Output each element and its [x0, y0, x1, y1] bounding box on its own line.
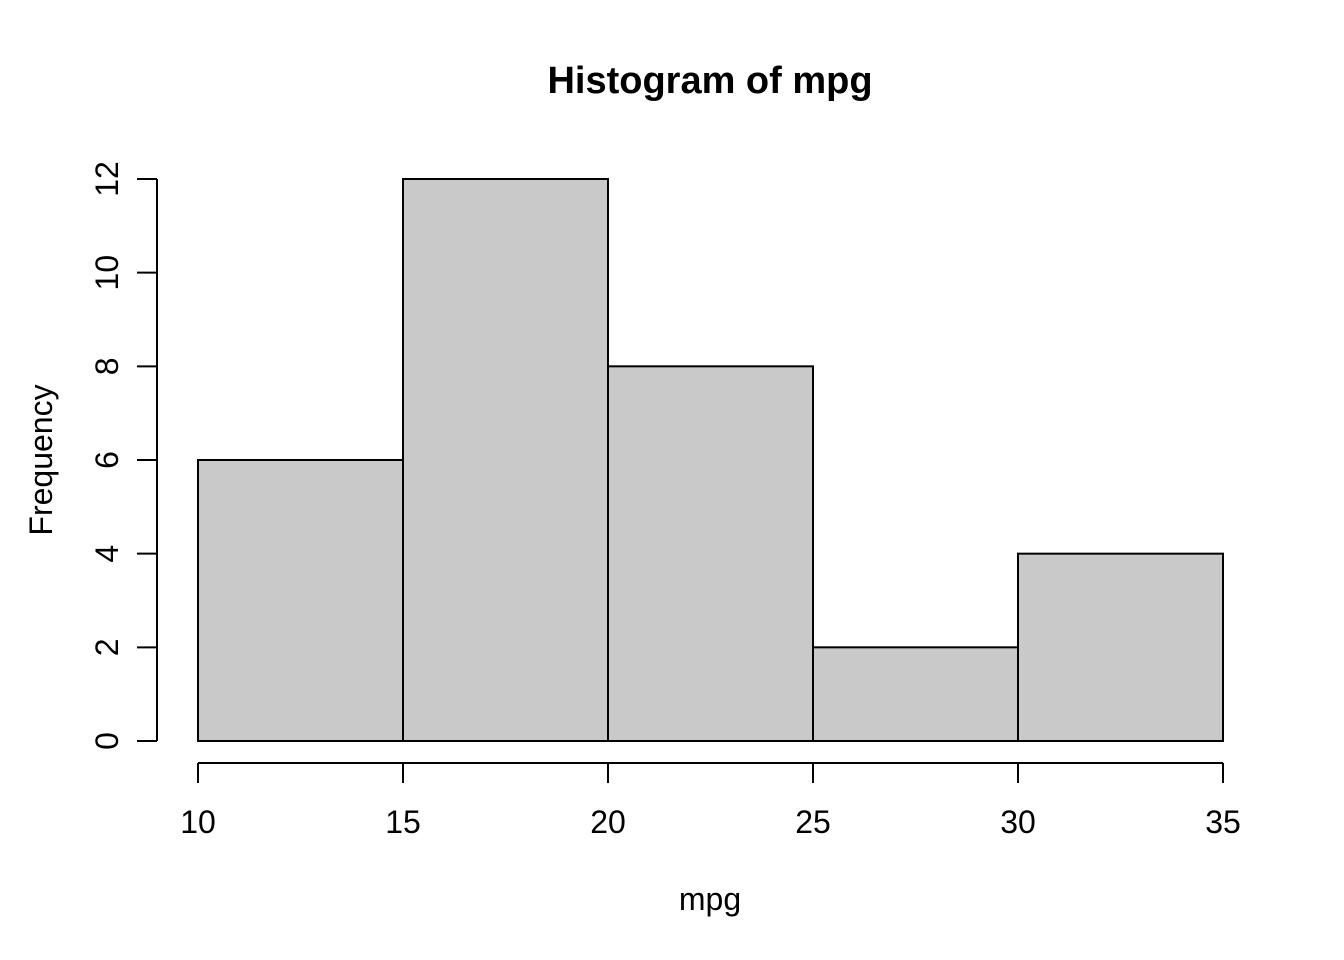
y-axis-label: Frequency	[23, 384, 59, 535]
x-axis: 10 15 20 25 30 35	[180, 762, 1241, 840]
y-axis: 0 2 4 6 8 10 12	[89, 161, 158, 750]
y-tick-label: 12	[89, 161, 125, 197]
histogram-bar	[607, 365, 814, 742]
y-tick-label: 2	[89, 638, 125, 656]
histogram-bar	[402, 178, 609, 742]
y-tick-label: 4	[89, 545, 125, 563]
y-tick-label: 6	[89, 451, 125, 469]
y-tick-label: 0	[89, 732, 125, 750]
y-tick-label: 10	[89, 255, 125, 291]
x-tick-label: 35	[1205, 804, 1241, 840]
x-tick-label: 20	[590, 804, 626, 840]
x-tick-label: 10	[180, 804, 216, 840]
x-axis-label: mpg	[679, 881, 741, 917]
x-tick-label: 30	[1000, 804, 1036, 840]
y-tick-label: 8	[89, 357, 125, 375]
histogram-bar	[812, 646, 1019, 742]
chart-title: Histogram of mpg	[547, 60, 872, 102]
histogram-bars	[197, 178, 1224, 743]
x-tick-label: 25	[795, 804, 831, 840]
x-tick-label: 15	[385, 804, 421, 840]
histogram-bar	[197, 459, 404, 742]
histogram-bar	[1017, 552, 1224, 743]
